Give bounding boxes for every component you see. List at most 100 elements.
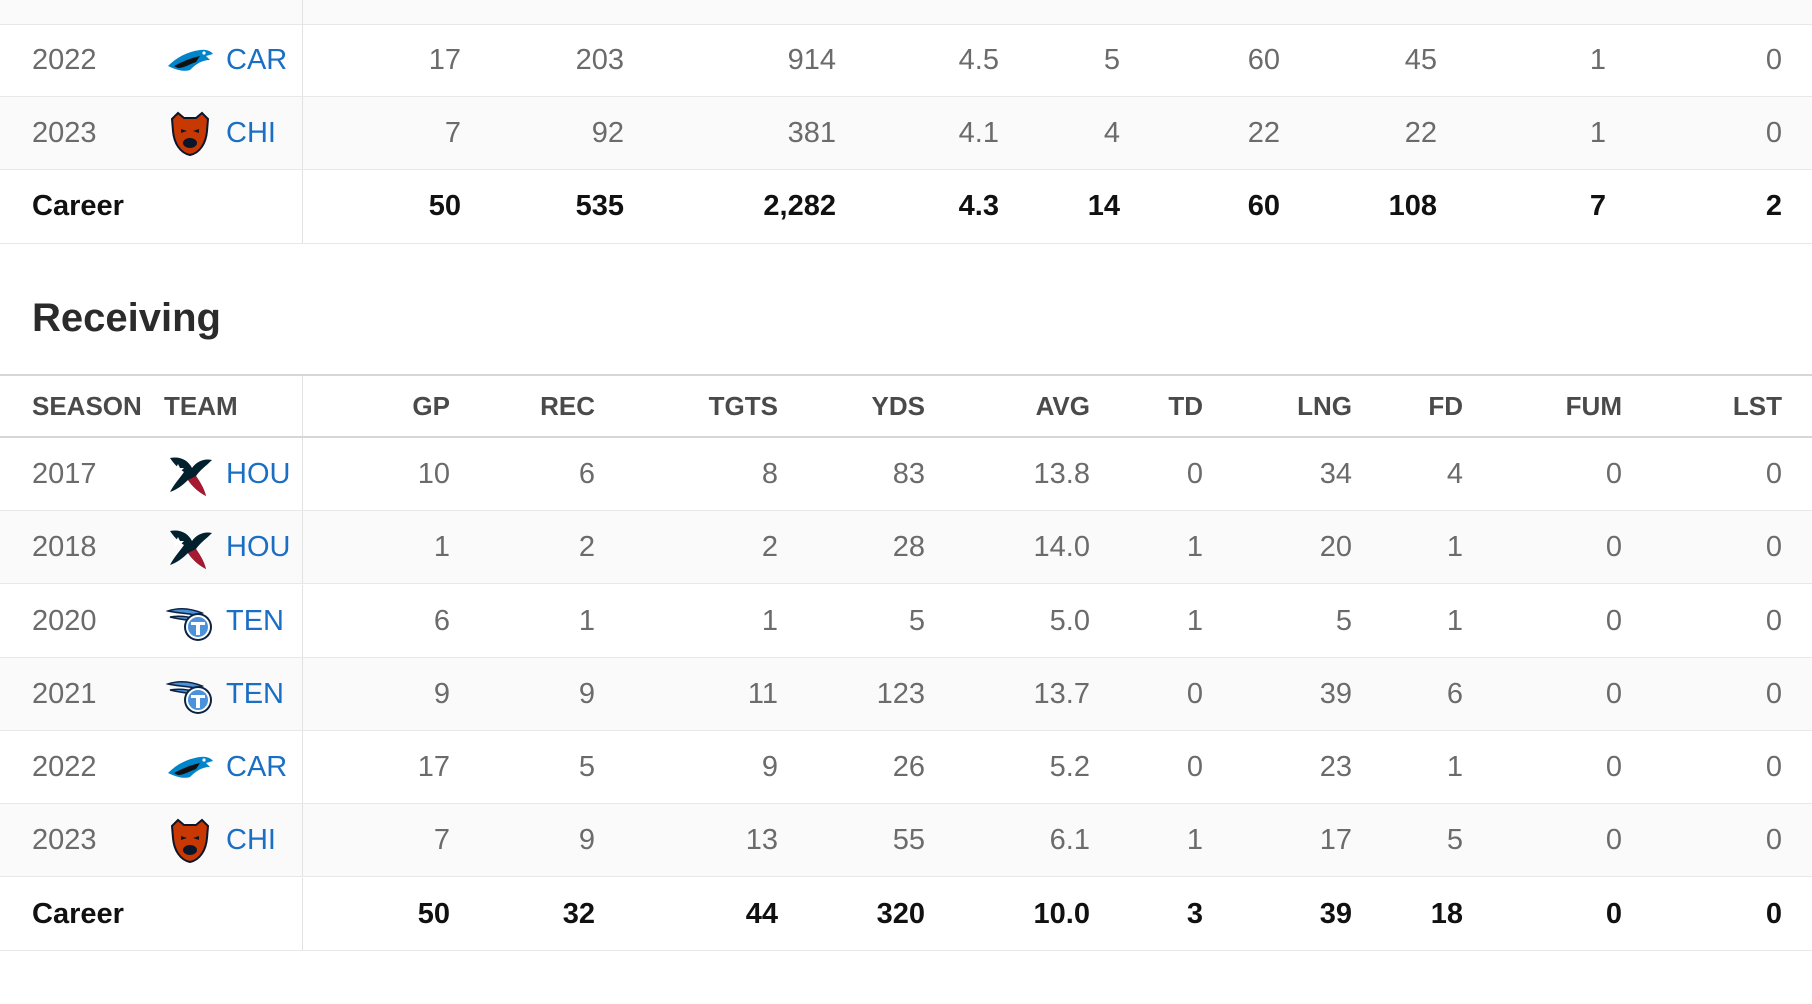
- stat-cell: 3: [1186, 897, 1203, 930]
- stat-cell: 4.1: [958, 116, 999, 149]
- team-link-chi[interactable]: CHI: [166, 97, 276, 169]
- stat-cell: 17: [417, 750, 450, 783]
- team-link-ten[interactable]: TEN: [166, 585, 284, 657]
- team-abbr: HOU: [226, 530, 291, 563]
- stat-cell: 26: [892, 750, 925, 783]
- stat-cell: 39: [1319, 897, 1352, 930]
- team-link-car[interactable]: CAR: [166, 24, 287, 96]
- panthers-logo-icon: [168, 756, 213, 778]
- stat-cell: 1: [1446, 604, 1463, 637]
- stat-cell: 39: [1319, 677, 1352, 710]
- stat-cell: 10: [417, 457, 450, 490]
- header-tgts[interactable]: TGTS: [708, 390, 778, 421]
- header-td[interactable]: TD: [1168, 390, 1203, 421]
- stat-cell: 11: [747, 677, 778, 710]
- stat-cell: 4.5: [958, 43, 999, 76]
- stat-cell: 32: [562, 897, 595, 930]
- stat-cell: 0: [1765, 43, 1782, 76]
- stat-cell: 4: [1103, 116, 1120, 149]
- stat-cell: 0: [1765, 677, 1782, 710]
- stat-cell: 1: [1589, 116, 1606, 149]
- season-cell: 2021: [32, 677, 97, 710]
- stat-cell: 28: [892, 530, 925, 563]
- table-header-row: SEASON TEAM GP REC TGTS YDS AVG TD LNG F…: [0, 376, 1812, 438]
- team-link-hou[interactable]: HOU: [166, 511, 290, 583]
- stat-cell: 5: [578, 750, 595, 783]
- stat-cell: 13.7: [1033, 677, 1090, 710]
- stat-cell: 13.8: [1033, 457, 1090, 490]
- stat-cell: 0: [1605, 530, 1622, 563]
- table-top-border: [0, 374, 1812, 376]
- stat-cell: 22: [1247, 116, 1280, 149]
- stat-cell: 45: [1404, 43, 1437, 76]
- stat-cell: 914: [787, 43, 836, 76]
- stat-cell: 22: [1404, 116, 1437, 149]
- table-row: 2023 CHI 7 9 13 55 6.1 1 17 5 0 0: [0, 804, 1812, 877]
- stat-cell: 203: [575, 43, 624, 76]
- team-link-hou[interactable]: HOU: [166, 438, 290, 510]
- season-cell: 2023: [32, 116, 97, 149]
- stat-cell: 0: [1605, 750, 1622, 783]
- stat-cell: 6: [433, 604, 450, 637]
- stat-cell: 17: [428, 43, 461, 76]
- stat-cell: 381: [787, 116, 836, 149]
- stat-cell: 0: [1765, 530, 1782, 563]
- team-link-ten[interactable]: TEN: [166, 658, 284, 730]
- team-abbr: HOU: [226, 457, 291, 490]
- stat-cell: 1: [578, 604, 595, 637]
- header-avg[interactable]: AVG: [1035, 390, 1090, 421]
- career-row: Career 50 32 44 320 10.0 3 39 18 0 0: [0, 878, 1812, 951]
- stat-cell: 0: [1765, 823, 1782, 856]
- stat-cell: 50: [428, 190, 461, 222]
- stat-cell: 5: [1335, 604, 1352, 637]
- stat-cell: 2: [578, 530, 595, 563]
- stat-cell: 0: [1605, 457, 1622, 490]
- stat-cell: 8: [761, 457, 778, 490]
- table-row: 2022 CAR 17 203 914 4.5 5 60 45 1 0: [0, 24, 1812, 97]
- stat-cell: 9: [578, 823, 595, 856]
- header-yds[interactable]: YDS: [871, 390, 925, 421]
- stat-cell: 23: [1319, 750, 1352, 783]
- stat-cell: 83: [892, 457, 925, 490]
- team-abbr: CAR: [226, 43, 288, 76]
- stat-cell: 0: [1765, 116, 1782, 149]
- stat-cell: 535: [575, 190, 624, 222]
- stat-cell: 7: [1589, 190, 1606, 222]
- header-fum[interactable]: FUM: [1565, 390, 1622, 421]
- stat-cell: 4: [1446, 457, 1463, 490]
- stat-cell: 13: [745, 823, 778, 856]
- stat-cell: 5.2: [1049, 750, 1090, 783]
- stat-cell: 0: [1605, 604, 1622, 637]
- header-fd[interactable]: FD: [1428, 390, 1463, 421]
- team-link-car[interactable]: CAR: [166, 731, 287, 803]
- titans-logo-icon: [166, 681, 212, 714]
- stat-cell: 0: [1765, 897, 1782, 930]
- stat-cell: 18: [1430, 897, 1463, 930]
- stat-cell: 20: [1319, 530, 1352, 563]
- team-abbr: TEN: [226, 677, 284, 710]
- stat-cell: 5: [1446, 823, 1463, 856]
- header-team[interactable]: TEAM: [164, 390, 238, 421]
- header-lng[interactable]: LNG: [1297, 390, 1352, 421]
- stat-cell: 5: [908, 604, 925, 637]
- team-abbr: CHI: [226, 823, 276, 856]
- stat-cell: 34: [1319, 457, 1352, 490]
- stat-cell: 2: [1765, 190, 1782, 222]
- stat-cell: 6: [578, 457, 595, 490]
- team-abbr: CHI: [226, 116, 276, 149]
- stat-cell: 1: [1446, 750, 1463, 783]
- header-rec[interactable]: REC: [540, 390, 595, 421]
- header-lst[interactable]: LST: [1732, 390, 1782, 421]
- season-cell: 2017: [32, 457, 97, 490]
- header-gp[interactable]: GP: [412, 390, 450, 421]
- stat-cell: 0: [1186, 677, 1203, 710]
- team-link-chi[interactable]: CHI: [166, 804, 276, 876]
- stat-cell: 108: [1388, 190, 1437, 222]
- season-cell: 2018: [32, 530, 97, 563]
- table-row: 2022 CAR 17 5 9 26 5.2 0 23 1 0 0: [0, 731, 1812, 804]
- stat-cell: 9: [761, 750, 778, 783]
- stat-cell: 1: [1186, 604, 1203, 637]
- bears-logo-icon: [170, 818, 210, 864]
- header-season[interactable]: SEASON: [32, 390, 142, 421]
- stat-cell: 9: [578, 677, 595, 710]
